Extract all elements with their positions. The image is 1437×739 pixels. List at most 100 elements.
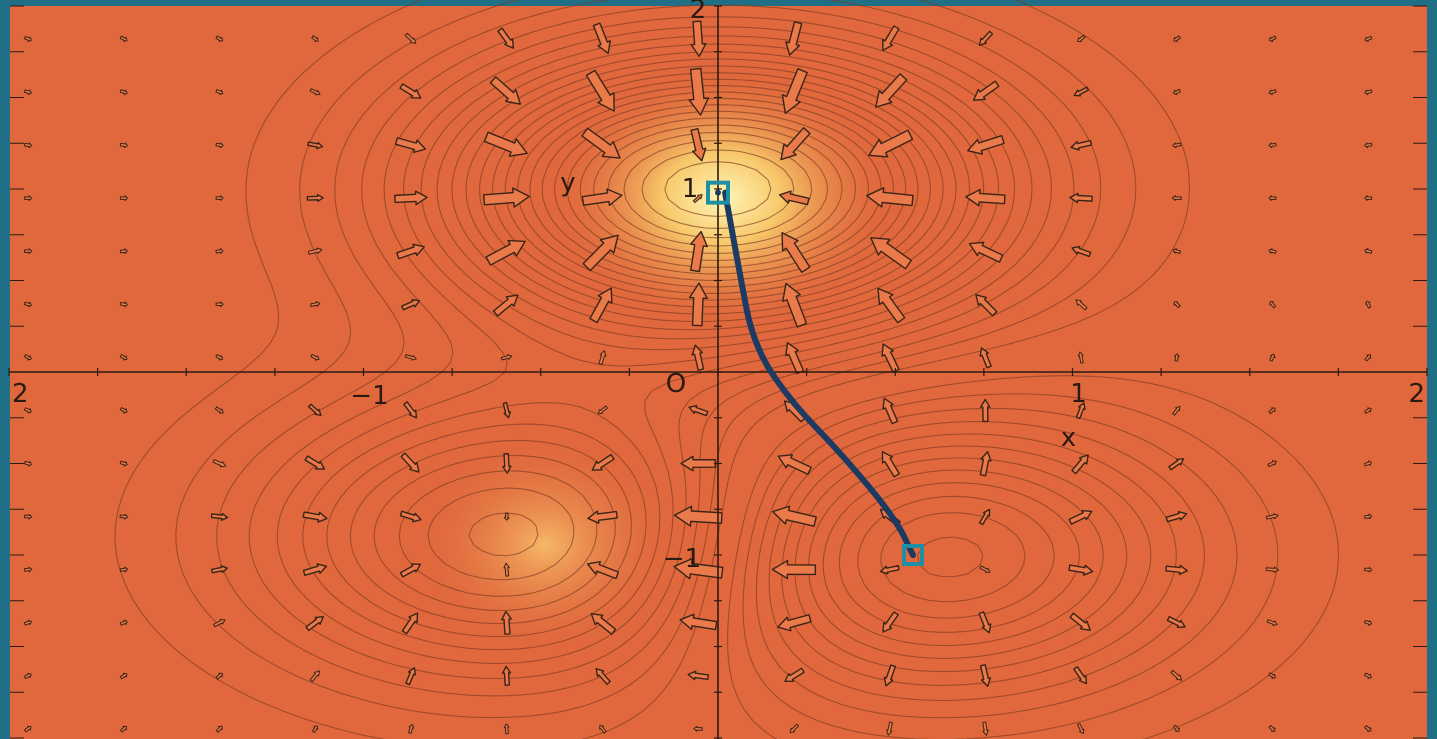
vector-arrow <box>598 350 607 365</box>
vector-arrow <box>404 32 417 44</box>
vector-arrow <box>1071 454 1089 475</box>
y-tick-label: −1 <box>663 544 701 574</box>
vector-arrows <box>23 20 1373 736</box>
vector-arrow <box>1363 620 1373 626</box>
vector-arrow <box>975 294 998 317</box>
vector-arrow <box>785 341 805 375</box>
vector-arrow <box>401 612 419 635</box>
vector-arrow <box>1364 89 1373 96</box>
vector-arrow <box>396 243 425 260</box>
vector-arrow <box>1073 86 1090 97</box>
vector-arrow <box>882 397 899 425</box>
vector-arrow <box>882 611 899 633</box>
vector-arrow <box>119 35 128 42</box>
vector-arrow <box>1068 564 1094 576</box>
vector-arrow <box>979 565 991 573</box>
vector-arrow <box>24 195 33 201</box>
vector-arrow <box>119 301 128 308</box>
contour-line <box>326 35 1016 638</box>
vector-arrow <box>1266 619 1278 626</box>
vector-arrow <box>23 566 33 573</box>
vector-arrow <box>879 564 900 575</box>
vector-arrow <box>401 299 421 311</box>
vector-arrow <box>582 234 619 272</box>
vector-arrow <box>1364 672 1372 679</box>
vector-arrow <box>581 188 623 207</box>
vector-arrow <box>1269 353 1276 362</box>
vector-arrow <box>215 354 224 361</box>
vector-arrow <box>1364 35 1373 42</box>
vector-arrow <box>688 67 710 116</box>
vector-arrow <box>597 405 608 415</box>
vector-arrow <box>968 241 1004 263</box>
vector-arrow <box>1073 666 1088 685</box>
vector-arrow <box>781 68 808 114</box>
vector-arrow <box>23 89 32 96</box>
vector-arrow <box>1364 566 1373 573</box>
vector-arrow <box>119 407 128 414</box>
vector-arrow <box>306 194 324 203</box>
contour-line <box>302 26 1033 651</box>
vector-arrow <box>590 612 617 635</box>
vector-arrow <box>215 725 223 733</box>
vector-arrow <box>877 287 906 324</box>
vector-arrow <box>875 73 908 108</box>
vector-arrow <box>586 561 620 580</box>
vector-arrow <box>24 513 33 520</box>
vector-arrow <box>119 566 128 573</box>
vector-arrow <box>693 725 703 732</box>
vector-arrow <box>119 354 128 361</box>
vector-arrow <box>310 353 320 361</box>
vector-arrow <box>881 343 900 373</box>
vector-arrow <box>1173 724 1180 733</box>
vector-arrow <box>23 672 32 680</box>
vector-arrow <box>1165 564 1188 576</box>
vector-arrow <box>394 137 427 154</box>
vector-arrow <box>1170 669 1183 681</box>
vector-arrow <box>119 619 128 626</box>
vector-arrow <box>492 294 519 317</box>
vector-arrow <box>972 80 1000 101</box>
vector-arrow <box>210 512 229 521</box>
vector-arrow <box>771 559 817 580</box>
vector-arrow <box>215 248 224 254</box>
vector-arrow <box>1077 34 1086 43</box>
vector-arrow <box>778 190 810 206</box>
vector-arrow <box>215 35 224 42</box>
contour-line <box>641 149 795 229</box>
vector-arrow <box>307 403 322 417</box>
vector-arrow <box>119 195 128 201</box>
vector-arrow <box>1077 722 1085 735</box>
vector-arrow <box>307 141 324 150</box>
gradient-path <box>722 189 916 558</box>
vector-arrow <box>119 672 128 680</box>
vector-arrow <box>1075 299 1088 311</box>
vector-arrow <box>882 25 900 52</box>
vector-arrow <box>502 402 511 419</box>
vector-arrow <box>1077 351 1084 364</box>
path-end-marker <box>901 544 924 566</box>
vector-arrow <box>23 354 32 361</box>
vector-arrow <box>1265 566 1280 573</box>
vector-arrow <box>785 21 803 56</box>
path-start-marker <box>706 180 730 205</box>
vector-arrow <box>868 129 914 158</box>
vector-arrow <box>1364 195 1373 201</box>
vector-arrow <box>777 614 812 632</box>
vector-arrow <box>1070 139 1093 151</box>
vector-arrow <box>870 237 912 270</box>
vector-arrow <box>692 194 703 204</box>
vector-arrow <box>24 248 33 255</box>
vector-arrow <box>780 127 811 161</box>
vector-arrow <box>978 508 991 526</box>
vector-arrow <box>404 354 417 361</box>
vector-arrow <box>1364 354 1372 362</box>
path-start-point <box>715 189 721 196</box>
vector-arrow <box>979 664 992 687</box>
vector-arrow <box>215 89 224 96</box>
vector-arrow <box>599 724 607 734</box>
contour-line <box>822 469 1104 647</box>
contour-line <box>742 393 1279 739</box>
vector-arrow <box>688 405 709 417</box>
